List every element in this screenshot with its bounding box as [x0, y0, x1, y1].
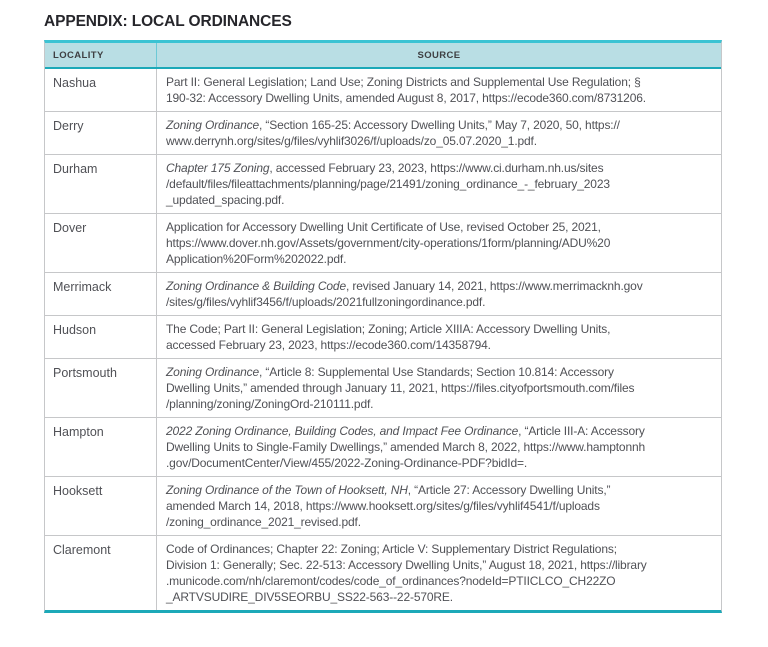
source-cell: Chapter 175 Zoning, accessed February 23…	[157, 155, 721, 213]
table-row: Hampton 2022 Zoning Ordinance, Building C…	[45, 418, 721, 477]
source-text: , “Article 8: Supplemental Use Standards…	[166, 365, 635, 411]
table-row: Hooksett Zoning Ordinance of the Town of …	[45, 477, 721, 536]
source-text: Part II: General Legislation; Land Use; …	[166, 75, 646, 105]
locality-cell: Portsmouth	[45, 359, 157, 417]
column-header-locality: LOCALITY	[45, 43, 157, 67]
source-text: Code of Ordinances; Chapter 22: Zoning; …	[166, 542, 647, 604]
locality-cell: Nashua	[45, 69, 157, 111]
table-row: Nashua Part II: General Legislation; Land…	[45, 69, 721, 112]
source-text: Application for Accessory Dwelling Unit …	[166, 220, 611, 266]
table-row: Derry Zoning Ordinance, “Section 165-25: …	[45, 112, 721, 155]
ordinances-table: LOCALITY SOURCE Nashua Part II: General L…	[44, 40, 722, 613]
source-title-italic: Zoning Ordinance	[166, 118, 259, 132]
page-title: APPENDIX: LOCAL ORDINANCES	[44, 13, 292, 30]
source-title-italic: Zoning Ordinance & Building Code	[166, 279, 346, 293]
source-title-italic: Zoning Ordinance	[166, 365, 259, 379]
source-cell: Application for Accessory Dwelling Unit …	[157, 214, 721, 272]
table-body: Nashua Part II: General Legislation; Land…	[45, 69, 721, 610]
table-header-row: LOCALITY SOURCE	[45, 43, 721, 69]
source-title-italic: Zoning Ordinance of the Town of Hooksett…	[166, 483, 408, 497]
table-row: Merrimack Zoning Ordinance & Building Cod…	[45, 273, 721, 316]
table-row: Dover Application for Accessory Dwelling …	[45, 214, 721, 273]
source-cell: Zoning Ordinance, “Section 165-25: Acces…	[157, 112, 721, 154]
locality-cell: Derry	[45, 112, 157, 154]
source-title-italic: Chapter 175 Zoning	[166, 161, 270, 175]
locality-cell: Hooksett	[45, 477, 157, 535]
column-header-source: SOURCE	[417, 50, 461, 61]
source-cell: Zoning Ordinance & Building Code, revise…	[157, 273, 721, 315]
locality-cell: Hudson	[45, 316, 157, 358]
locality-cell: Hampton	[45, 418, 157, 476]
source-cell: Zoning Ordinance, “Article 8: Supplement…	[157, 359, 721, 417]
table-row: Claremont Code of Ordinances; Chapter 22:…	[45, 536, 721, 610]
source-cell: Zoning Ordinance of the Town of Hooksett…	[157, 477, 721, 535]
locality-cell: Claremont	[45, 536, 157, 610]
source-cell: The Code; Part II: General Legislation; …	[157, 316, 721, 358]
source-title-italic: 2022 Zoning Ordinance, Building Codes, a…	[166, 424, 519, 438]
source-text: , accessed February 23, 2023, https://ww…	[166, 161, 610, 207]
table-row: Durham Chapter 175 Zoning, accessed Febru…	[45, 155, 721, 214]
locality-cell: Dover	[45, 214, 157, 272]
locality-cell: Durham	[45, 155, 157, 213]
source-cell: 2022 Zoning Ordinance, Building Codes, a…	[157, 418, 721, 476]
source-text: , revised January 14, 2021, https://www.…	[166, 279, 643, 309]
table-row: Portsmouth Zoning Ordinance, “Article 8: …	[45, 359, 721, 418]
source-cell: Code of Ordinances; Chapter 22: Zoning; …	[157, 536, 721, 610]
table-row: Hudson The Code; Part II: General Legisla…	[45, 316, 721, 359]
document-page: APPENDIX: LOCAL ORDINANCES LOCALITY SOUR…	[44, 13, 722, 613]
source-text: , “Section 165-25: Accessory Dwelling Un…	[166, 118, 620, 148]
source-text: The Code; Part II: General Legislation; …	[166, 322, 611, 352]
locality-cell: Merrimack	[45, 273, 157, 315]
source-text: , “Article 27: Accessory Dwelling Units,…	[166, 483, 611, 529]
source-cell: Part II: General Legislation; Land Use; …	[157, 69, 721, 111]
source-text: , “Article III-A: Accessory Dwelling Uni…	[166, 424, 646, 470]
